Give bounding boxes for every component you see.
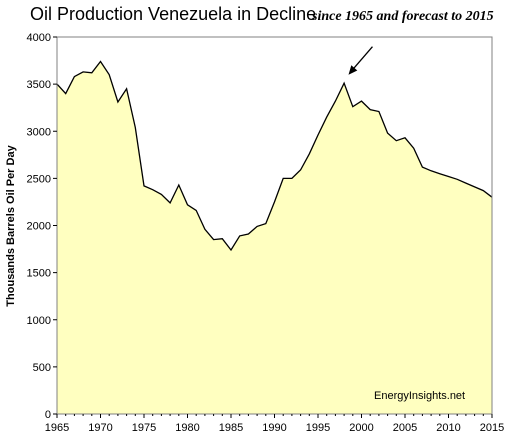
- x-tick-label: 1975: [132, 422, 156, 434]
- watermark-label: EnergyInsights.net: [374, 390, 465, 402]
- chart-subtitle: since 1965 and forecast to 2015: [311, 9, 494, 24]
- production-line: [56, 60, 493, 252]
- arrow-shaft: [352, 46, 373, 70]
- y-tick-label: 3500: [27, 79, 51, 91]
- y-axis: 0 500 1000 1500 2000 2500 3000 3500 4000: [27, 32, 57, 421]
- arrow-head: [348, 65, 358, 75]
- y-tick-label: 4000: [27, 32, 51, 44]
- x-tick-label: 2005: [393, 422, 417, 434]
- y-tick-label: 3000: [27, 126, 51, 138]
- x-tick-label: 2000: [349, 422, 373, 434]
- peak-arrow: [348, 46, 373, 75]
- x-tick-label: 1985: [219, 422, 243, 434]
- y-tick-label: 1000: [27, 315, 51, 327]
- x-tick-label: 1965: [45, 422, 69, 434]
- x-axis: 1965 1970 1975 1980 1985 1990 1995 2000 2005 2010…: [45, 414, 504, 434]
- y-tick-label: 2000: [27, 221, 51, 233]
- x-tick-label: 1990: [262, 422, 286, 434]
- x-tick-label: 1980: [175, 422, 199, 434]
- x-tick-label: 2015: [480, 422, 504, 434]
- x-tick-label: 1970: [88, 422, 112, 434]
- chart-title: Oil Production Venezuela in Decline: [30, 4, 316, 24]
- y-tick-label: 2500: [27, 173, 51, 185]
- y-tick-label: 0: [45, 409, 51, 421]
- x-tick-label: 2010: [436, 422, 460, 434]
- production-area: [57, 61, 492, 414]
- y-tick-label: 1500: [27, 268, 51, 280]
- y-axis-title: Thousands Barrels Oil Per Day: [5, 144, 17, 306]
- x-tick-label: 1995: [306, 422, 330, 434]
- y-tick-label: 500: [33, 362, 51, 374]
